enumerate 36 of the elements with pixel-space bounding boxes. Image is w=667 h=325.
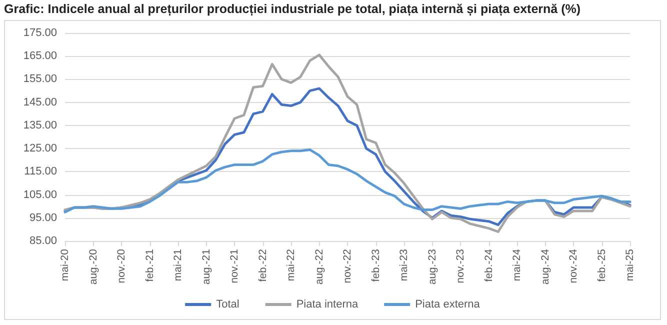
y-tick-label: 95.00 — [29, 212, 57, 224]
x-tick-label: aug.-20 — [87, 248, 100, 285]
y-tick-label: 165.00 — [23, 50, 57, 62]
legend-label: Piata interna — [296, 298, 359, 310]
y-tick-label: 155.00 — [23, 73, 57, 86]
x-tick-label: nov.-22 — [342, 248, 354, 284]
x-tick-label: aug.-24 — [539, 248, 552, 285]
y-tick-label: 105.00 — [23, 188, 57, 201]
x-tick-label: feb.-24 — [482, 248, 495, 282]
x-tick-label: nov.-23 — [454, 248, 466, 284]
x-tick-label: mai-24 — [511, 248, 523, 282]
y-tick-label: 145.00 — [23, 96, 57, 108]
x-tick-label: nov.-20 — [116, 248, 128, 284]
y-tick-label: 85.00 — [29, 235, 57, 247]
y-tick-label: 135.00 — [23, 119, 57, 132]
x-tick-label: feb.-25 — [596, 248, 608, 282]
y-tick-label: 125.00 — [23, 142, 57, 155]
x-tick-label: feb.-22 — [256, 248, 269, 282]
legend-label: Piata externa — [415, 298, 481, 310]
x-tick-label: mai-22 — [285, 248, 297, 282]
x-tick-label: mai-25 — [624, 248, 636, 282]
x-tick-label: mai-21 — [172, 248, 184, 282]
y-tick-label: 115.00 — [24, 166, 57, 178]
x-tick-label: nov.-24 — [568, 248, 580, 284]
x-tick-label: mai-23 — [398, 248, 410, 282]
y-tick-label: 175.00 — [23, 27, 57, 39]
x-tick-label: aug.-21 — [200, 248, 212, 285]
x-tick-label: nov.-21 — [228, 248, 240, 284]
line-series — [64, 148, 632, 214]
x-tick-label: mai-20 — [59, 248, 71, 282]
x-tick-label: aug.-23 — [426, 248, 438, 285]
legend-label: Total — [216, 298, 240, 310]
x-tick-label: feb.-21 — [144, 248, 156, 282]
x-tick-label: aug.-22 — [313, 248, 326, 285]
x-tick-label: feb.-23 — [370, 248, 382, 282]
chart-title: Grafic: Indicele anual al prețurilor producției industriale pe total, piața internă și piața externă (%) — [4, 2, 581, 16]
